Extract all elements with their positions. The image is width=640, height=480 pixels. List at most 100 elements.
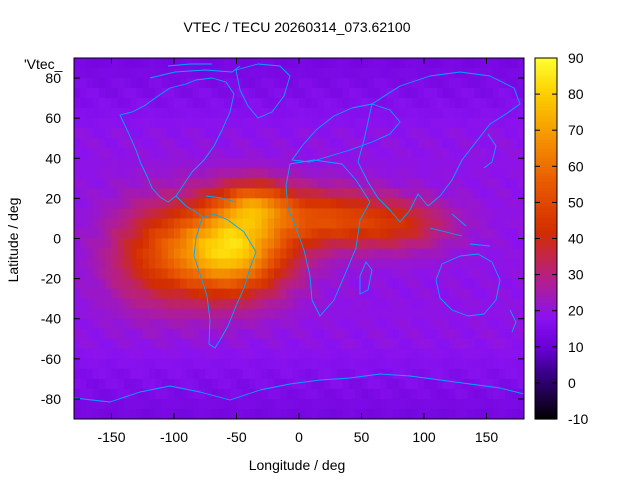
heatmap-cell: [242, 248, 250, 260]
heatmap-cell: [155, 198, 163, 210]
heatmap-cell: [136, 208, 144, 220]
heatmap-cell: [511, 378, 519, 390]
heatmap-cell: [205, 288, 213, 300]
heatmap-cell: [430, 188, 438, 199]
heatmap-cell: [230, 58, 238, 69]
heatmap-cell: [261, 98, 269, 109]
heatmap-cell: [342, 378, 350, 390]
heatmap-cell: [517, 388, 524, 400]
heatmap-cell: [405, 208, 413, 220]
heatmap-cell: [236, 358, 244, 370]
coast-mexico-caribbean: [175, 195, 237, 219]
heatmap-cell: [399, 188, 406, 199]
heatmap-cell: [167, 128, 175, 139]
heatmap-cell: [311, 238, 319, 250]
heatmap-cell: [492, 108, 500, 119]
colorbar-segment: [535, 109, 557, 113]
heatmap-cell: [230, 108, 238, 119]
heatmap-cell: [261, 88, 269, 99]
heatmap-cell: [342, 128, 350, 139]
heatmap-cell: [149, 228, 156, 240]
heatmap-cell: [492, 308, 500, 320]
heatmap-cell: [399, 148, 406, 159]
heatmap-cell: [117, 338, 125, 350]
heatmap-cell: [80, 78, 88, 89]
heatmap-cell: [180, 188, 188, 199]
heatmap-cell: [367, 358, 375, 370]
heatmap-cell: [224, 118, 231, 129]
heatmap-cell: [399, 108, 406, 119]
heatmap-cell: [442, 118, 450, 129]
heatmap-cell: [442, 208, 450, 220]
heatmap-cell: [305, 108, 313, 119]
heatmap-cell: [474, 338, 481, 350]
heatmap-cell: [155, 248, 163, 260]
heatmap-cell: [299, 258, 306, 270]
heatmap-cell: [186, 308, 194, 320]
heatmap-cell: [386, 378, 394, 390]
heatmap-cell: [486, 178, 494, 189]
heatmap-cell: [130, 158, 138, 169]
heatmap-cell: [474, 68, 481, 79]
heatmap-cell: [117, 298, 125, 310]
heatmap-cell: [405, 258, 413, 270]
coastlines: [74, 63, 524, 403]
heatmap-cell: [242, 158, 250, 169]
heatmap-cell: [261, 348, 269, 360]
heatmap-cell: [249, 288, 256, 300]
heatmap-cell: [430, 278, 438, 290]
heatmap-cell: [242, 168, 250, 179]
heatmap-cell: [392, 208, 400, 220]
heatmap-cell: [480, 368, 488, 380]
heatmap-cell: [124, 338, 131, 350]
heatmap-cell: [430, 388, 438, 400]
colorbar-segment: [535, 151, 557, 155]
heatmap-cell: [480, 378, 488, 390]
heatmap-cell: [236, 238, 244, 250]
heatmap-cell: [449, 58, 456, 69]
heatmap-cell: [474, 358, 481, 370]
heatmap-cell: [124, 318, 131, 330]
heatmap-cell: [292, 228, 300, 240]
heatmap-cell: [342, 78, 350, 89]
heatmap-cell: [330, 68, 338, 79]
colorbar-segment: [535, 382, 557, 387]
heatmap-cell: [442, 228, 450, 240]
heatmap-cell: [424, 268, 431, 280]
heatmap-cell: [480, 188, 488, 199]
colorbar-segment: [535, 361, 557, 366]
heatmap-cell: [511, 238, 519, 250]
heatmap-cell: [355, 58, 363, 69]
heatmap-cell: [349, 58, 356, 69]
heatmap-cell: [180, 388, 188, 400]
colorbar-segment: [535, 364, 557, 369]
heatmap-cell: [255, 378, 263, 390]
heatmap-cell: [224, 98, 231, 109]
heatmap-cell: [136, 158, 144, 169]
heatmap-cell: [417, 308, 425, 320]
heatmap-cell: [186, 398, 194, 410]
heatmap-cell: [274, 258, 281, 270]
heatmap-cell: [417, 108, 425, 119]
heatmap-cell: [355, 188, 363, 199]
heatmap-cell: [111, 118, 119, 129]
heatmap-cell: [92, 98, 100, 109]
heatmap-cell: [342, 388, 350, 400]
heatmap-cell: [86, 98, 94, 109]
heatmap-cell: [467, 268, 475, 280]
heatmap-cell: [286, 178, 294, 189]
heatmap-cell: [192, 178, 200, 189]
heatmap-cell: [111, 388, 119, 400]
heatmap-cell: [492, 348, 500, 360]
heatmap-cell: [155, 238, 163, 250]
heatmap-cell: [424, 88, 431, 99]
heatmap-cell: [217, 178, 225, 189]
heatmap-cell: [186, 68, 194, 79]
heatmap-cell: [499, 348, 506, 360]
heatmap-cell: [186, 78, 194, 89]
heatmap-cell: [286, 168, 294, 179]
heatmap-cell: [436, 398, 444, 410]
heatmap-cell: [474, 158, 481, 169]
heatmap-cell: [155, 408, 163, 419]
heatmap-cell: [242, 68, 250, 79]
